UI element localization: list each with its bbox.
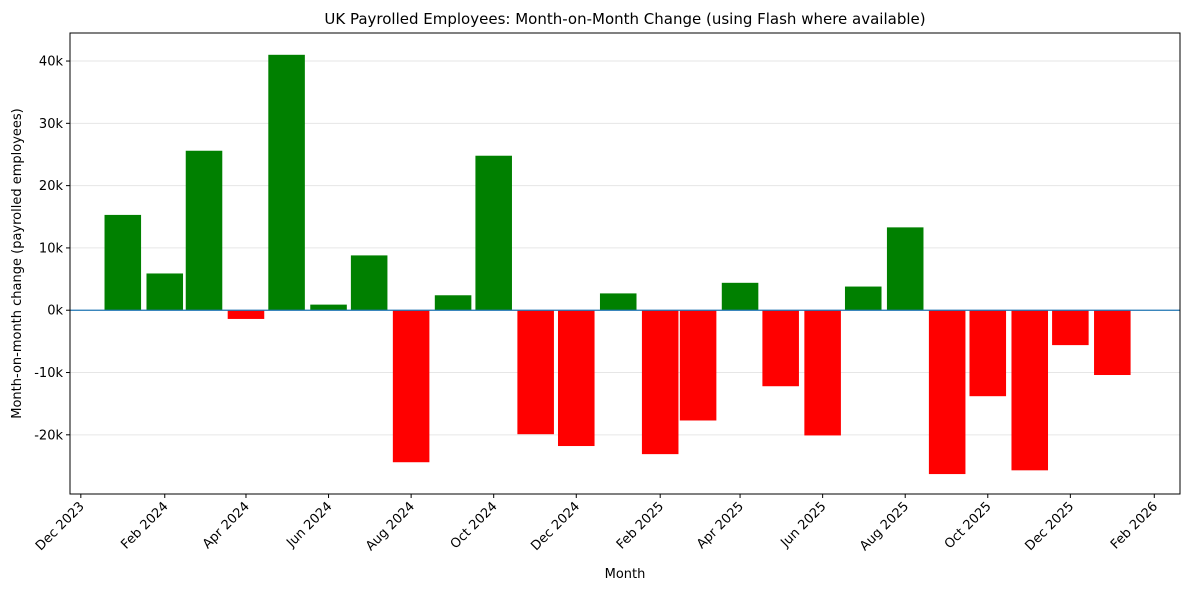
bar-2025-10 [969, 310, 1007, 397]
bar-2024-03 [185, 150, 223, 311]
x-axis-ticks: Dec 2023 Feb 2024 Apr 2024 Jun 2024 Aug 2024… [33, 494, 1161, 554]
y-tick-label: 30k [39, 117, 64, 132]
bar-2025-01 [599, 293, 637, 311]
bar-2024-06 [310, 304, 347, 311]
bars [104, 54, 1131, 475]
bar-2025-03 [679, 310, 717, 421]
bar-2025-06 [804, 310, 841, 436]
x-tick-label: Feb 2026 [1108, 499, 1161, 552]
bar-2024-08 [392, 310, 430, 463]
x-tick-label: Dec 2024 [528, 499, 583, 554]
bar-2025-04 [721, 282, 759, 311]
x-tick-label: Aug 2025 [857, 499, 912, 554]
x-tick-label: Oct 2024 [448, 499, 501, 552]
y-axis-ticks: -20k -10k 0k 10k 20k 30k 40k [34, 55, 70, 443]
x-tick-label: Oct 2025 [942, 499, 995, 552]
bar-2025-09 [928, 310, 966, 475]
x-tick-label: Dec 2025 [1022, 499, 1077, 554]
bar-2025-02 [641, 310, 679, 455]
bar-2024-07 [350, 255, 388, 311]
bar-2025-12 [1052, 310, 1089, 346]
bar-2024-01 [104, 214, 142, 311]
x-tick-label: Jun 2024 [283, 499, 335, 551]
chart-title: UK Payrolled Employees: Month-on-Month C… [324, 10, 925, 28]
bar-2024-09 [434, 295, 472, 311]
bar-2024-12 [557, 310, 595, 447]
bar-2024-05 [268, 54, 305, 311]
x-axis-label: Month [605, 567, 646, 582]
bar-2024-02 [146, 273, 184, 311]
x-tick-label: Aug 2024 [363, 499, 418, 554]
x-tick-label: Dec 2023 [33, 499, 88, 554]
y-tick-label: 40k [39, 55, 64, 70]
bar-2025-05 [762, 310, 799, 387]
y-tick-label: 10k [39, 241, 64, 256]
bar-2025-11 [1011, 310, 1049, 471]
bar-2025-08 [886, 227, 924, 311]
x-tick-label: Apr 2025 [694, 499, 747, 552]
y-axis-label: Month-on-month change (payrolled employe… [10, 108, 25, 418]
bar-2024-10 [475, 155, 512, 311]
x-tick-label: Feb 2024 [118, 499, 171, 552]
x-tick-label: Jun 2025 [777, 499, 829, 551]
y-tick-label: -10k [34, 366, 63, 381]
y-tick-label: 20k [39, 179, 64, 194]
plot-frame [69, 32, 1181, 495]
x-tick-label: Apr 2024 [200, 499, 253, 552]
bar-2026-01 [1094, 310, 1131, 376]
y-tick-label: -20k [34, 428, 63, 443]
bar-2024-04 [227, 310, 265, 319]
bar-2024-11 [517, 310, 554, 435]
x-tick-label: Feb 2025 [614, 499, 667, 552]
y-tick-label: 0k [47, 304, 63, 319]
bar-2025-07 [844, 286, 882, 311]
